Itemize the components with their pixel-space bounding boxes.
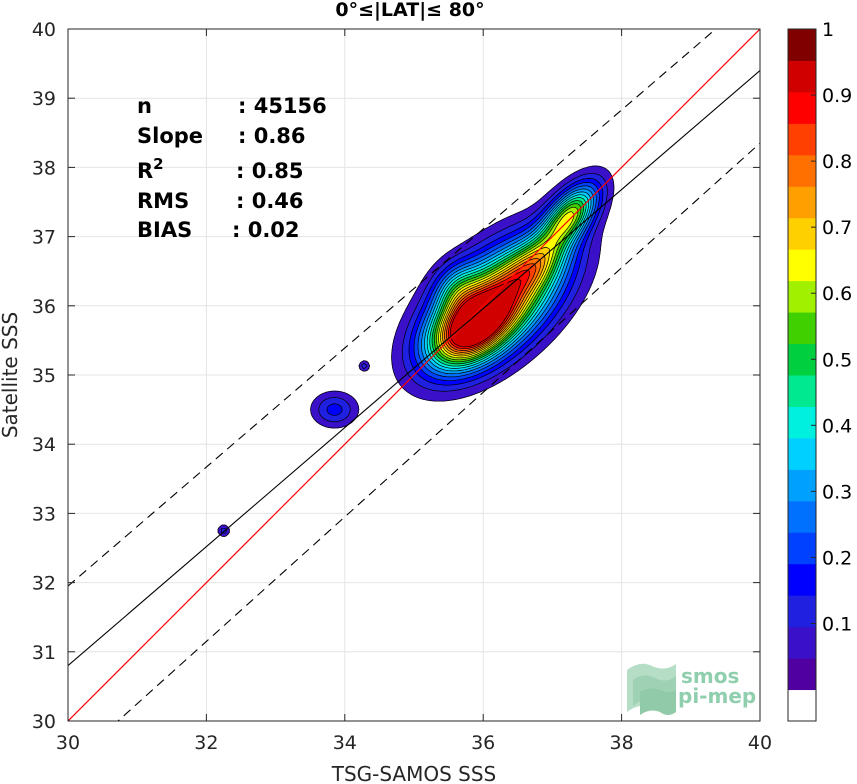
reference-lines [68,29,760,721]
stat-value-0: : 45156 [238,94,327,118]
x-tick-label-2: 34 [333,732,357,754]
y-tick-label-8: 38 [32,157,56,179]
y-tick-label-4: 34 [32,434,56,456]
colorbar-tick-label-5: 0.6 [822,283,852,305]
x-axis-label: TSG-SAMOS SSS [331,762,497,784]
contour-line-level-11 [436,206,579,361]
colorbar-segment-10 [788,375,816,407]
colorbar-tick-label-4: 0.5 [822,349,852,371]
x-tick-label-5: 40 [748,732,772,754]
y-tick-label-3: 33 [32,503,56,525]
contour-line-level-17 [447,269,531,350]
colorbar-tick-label-1: 0.2 [822,547,852,569]
contour-line-level-12 [438,211,575,359]
colorbar-segment-0 [788,689,816,722]
y-tick-label-7: 37 [32,227,56,249]
colorbar-tick-label-8: 0.9 [822,85,852,107]
colorbar: 0.1 0.2 0.3 0.4 0.5 0.6 0.7 0.8 0.9 1 [787,19,852,722]
y-tick-label-5: 35 [32,365,56,387]
colorbar-tick-label-6: 0.7 [822,217,852,239]
x-tick-label-0: 30 [56,732,80,754]
contour-line-level-6 [424,191,592,372]
regression-line [68,70,760,667]
contour-line-level-14 [442,253,546,355]
colorbar-segment-12 [788,312,816,345]
logo-mark [627,663,676,715]
contour-line-level-7 [426,194,589,369]
stat-value-4: : 0.02 [232,218,300,242]
chart-title: 0°≤|LAT|≤ 80° [335,0,484,21]
colorbar-segment-19 [788,91,816,124]
colorbar-segment-7 [788,469,816,502]
colorbar-tick-label-3: 0.4 [822,415,852,437]
colorbar-segment-16 [788,186,816,219]
axis-ticks: 30 32 34 36 38 40 30 31 32 33 34 35 36 37 38 39 40 [32,19,772,754]
contour-line-level-3 [413,182,600,381]
smos-pi-mep-logo: smos pi-mep [627,663,756,715]
stat-value-2: : 0.85 [236,159,304,183]
stat-value-1: : 0.86 [238,124,306,148]
contour-line-level-13 [440,246,550,357]
y-axis-label: Satellite SSS [0,312,22,438]
upper-bound-line [68,29,717,587]
stat-label-3: RMS [137,189,189,213]
colorbar-tick-label-9: 1 [822,19,834,41]
logo-line2: pi-mep [678,684,756,708]
stat-label-1: Slope [137,124,203,148]
identity-line [68,29,760,721]
colorbar-segment-13 [788,280,816,313]
colorbar-tick-label-7: 0.8 [822,151,852,173]
y-tick-label-6: 36 [32,296,56,318]
colorbar-segment-15 [788,217,816,250]
contour-line-level-9 [431,200,584,365]
colorbar-segment-17 [788,154,816,187]
y-tick-label-10: 40 [32,19,56,41]
contour-line-level-4 [417,185,597,378]
stat-value-3: : 0.46 [236,189,304,213]
contour-line-level-5 [421,188,594,375]
colorbar-segment-4 [788,563,816,596]
colorbar-tick-label-0: 0.1 [822,613,852,635]
y-tick-label-0: 30 [32,711,56,733]
colorbar-segment-1 [788,658,816,691]
colorbar-segment-6 [788,500,816,533]
y-tick-label-2: 32 [32,573,56,595]
stat-label-0: n [137,94,152,118]
y-tick-label-1: 31 [32,642,56,664]
colorbar-segment-21 [788,29,816,61]
x-tick-label-3: 36 [471,732,495,754]
stat-label-4: BIAS [137,218,192,242]
x-tick-label-4: 38 [610,732,634,754]
x-tick-label-1: 32 [194,732,218,754]
contour-line-level-15 [444,257,542,353]
y-tick-label-9: 39 [32,88,56,110]
colorbar-segment-9 [788,406,816,439]
colorbar-tick-label-2: 0.3 [822,481,852,503]
contour-line-level-2 [326,178,604,416]
contour-line-level-16 [446,263,537,351]
colorbar-segment-18 [788,123,816,156]
contour-line-level-8 [429,197,587,367]
colorbar-segment-8 [788,437,816,470]
logo-line1: smos [681,664,739,688]
colorbar-frame [787,28,817,722]
colorbar-segment-20 [788,60,816,93]
colorbar-segment-5 [788,532,816,565]
colorbar-segment-2 [788,626,816,659]
colorbar-segment-3 [788,595,816,628]
colorbar-segment-14 [788,249,816,282]
lower-bound-line [117,142,760,721]
